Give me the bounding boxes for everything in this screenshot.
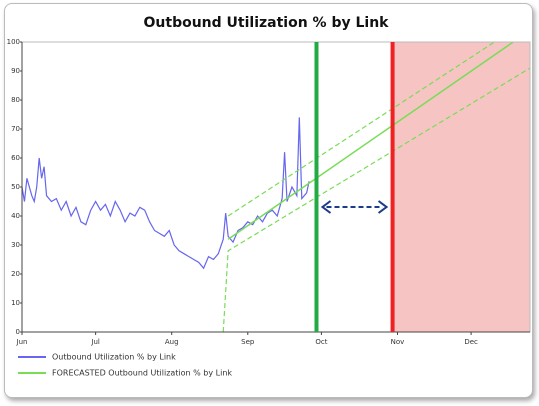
y-tick-label: 50 xyxy=(11,183,20,191)
arrow-head xyxy=(377,200,389,214)
forecast-upper xyxy=(227,42,496,217)
x-tick-label: Aug xyxy=(165,338,179,346)
y-tick-label: 10 xyxy=(11,299,20,307)
y-tick-label: 0 xyxy=(16,328,20,336)
y-tick-label: 70 xyxy=(11,125,20,133)
y-tick-label: 90 xyxy=(11,67,20,75)
y-tick-label: 40 xyxy=(11,212,20,220)
x-tick-label: Oct xyxy=(315,338,327,346)
forecast-lower xyxy=(222,67,530,332)
y-tick-label: 20 xyxy=(11,270,20,278)
x-tick-label: Nov xyxy=(391,338,405,346)
plot-area xyxy=(22,42,530,332)
series-line xyxy=(227,42,515,240)
shaded-region xyxy=(392,42,530,332)
y-tick-label: 60 xyxy=(11,154,20,162)
arrow-head xyxy=(320,200,332,214)
x-tick-label: Dec xyxy=(464,338,478,346)
chart-title: Outbound Utilization % by Link xyxy=(144,15,390,31)
y-tick-label: 80 xyxy=(11,96,20,104)
legend-label: FORECASTED Outbound Utilization % by Lin… xyxy=(52,369,232,378)
legend-label: Outbound Utilization % by Link xyxy=(52,353,176,362)
x-tick-label: Jun xyxy=(16,338,28,346)
x-tick-label: Sep xyxy=(241,338,255,346)
series-line xyxy=(22,117,310,270)
y-tick-label: 30 xyxy=(11,241,20,249)
x-tick-label: Jul xyxy=(90,338,100,346)
y-tick-label: 100 xyxy=(7,38,20,46)
